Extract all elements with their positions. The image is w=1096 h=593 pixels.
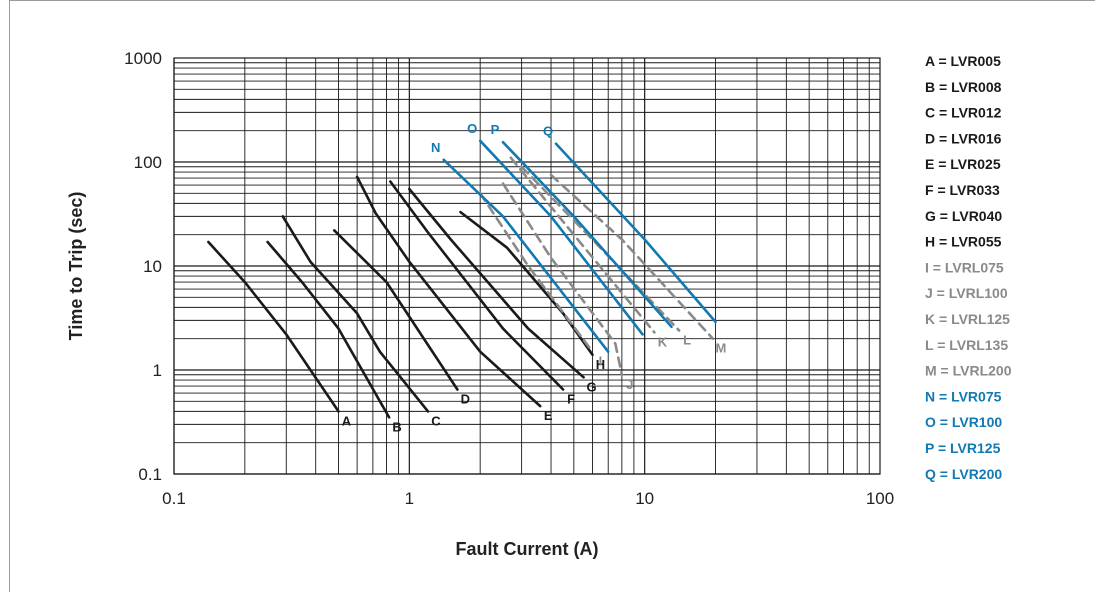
legend-entry: J = LVRL100 <box>925 285 1008 301</box>
y-tick-label: 10 <box>143 257 162 276</box>
trip-curve-i <box>478 192 594 353</box>
legend-entry: O = LVR100 <box>925 414 1002 430</box>
trip-curve-p <box>501 140 673 329</box>
trip-curve-m <box>549 173 715 340</box>
trip-curve-q <box>554 142 717 324</box>
curve-label-d: D <box>461 391 470 406</box>
legend-entry: B = LVR008 <box>925 79 1002 95</box>
curve-label-j: J <box>626 377 633 392</box>
y-tick-label: 100 <box>134 153 162 172</box>
trip-curve-o <box>478 139 644 336</box>
x-tick-label: 100 <box>866 489 894 508</box>
curve-label-g: G <box>587 379 597 394</box>
trip-curve-l <box>520 165 681 332</box>
trip-curve-j <box>501 182 624 377</box>
y-tick-label: 1 <box>153 361 162 380</box>
curve-label-f: F <box>567 391 575 406</box>
legend-entry: E = LVR025 <box>925 156 1001 172</box>
y-tick-labels: 0.1 1 10 100 1000 <box>124 49 162 484</box>
legend-entry: C = LVR012 <box>925 105 1002 121</box>
trip-curve-g <box>408 187 585 379</box>
x-axis-title: Fault Current (A) <box>456 539 599 559</box>
y-tick-label: 0.1 <box>138 465 162 484</box>
curve-label-b: B <box>392 419 401 434</box>
trip-curve-f <box>389 180 565 391</box>
y-tick-label: 1000 <box>124 49 162 68</box>
legend-entry: L = LVRL135 <box>925 337 1008 353</box>
x-tick-labels: 0.1 1 10 100 <box>162 489 894 508</box>
legend-entry: H = LVR055 <box>925 234 1002 250</box>
trip-curve-d <box>333 229 459 391</box>
trip-curves <box>207 139 717 419</box>
legend-entry: M = LVRL200 <box>925 363 1012 379</box>
legend-entry: D = LVR016 <box>925 130 1002 146</box>
curve-label-m: M <box>715 341 726 356</box>
chart-frame <box>9 0 1095 592</box>
curve-label-n: N <box>431 140 440 155</box>
trip-curve-c <box>281 215 430 413</box>
legend-entry: N = LVR075 <box>925 388 1002 404</box>
trip-curve-k <box>509 156 656 334</box>
trip-curve-a <box>207 240 340 413</box>
legend-entry: K = LVRL125 <box>925 311 1010 327</box>
x-tick-label: 0.1 <box>162 489 186 508</box>
curve-label-k: K <box>658 334 668 349</box>
curve-label-l: L <box>683 332 691 347</box>
x-tick-label: 1 <box>405 489 414 508</box>
x-tick-label: 10 <box>635 489 654 508</box>
legend-entry: F = LVR033 <box>925 182 1000 198</box>
legend-entry: I = LVRL075 <box>925 259 1004 275</box>
legend-entry: A = LVR005 <box>925 53 1001 69</box>
plot-area <box>173 57 881 475</box>
legend-entry: P = LVR125 <box>925 440 1001 456</box>
curve-label-e: E <box>544 408 553 423</box>
curve-label-a: A <box>342 413 352 428</box>
curve-label-i: I <box>599 354 603 369</box>
legend-entry: Q = LVR200 <box>925 466 1002 482</box>
legend: A = LVR005 B = LVR008 C = LVR012 D = LVR016… <box>925 53 1012 482</box>
curve-label-q: Q <box>543 124 553 139</box>
trip-curve-b <box>266 240 391 419</box>
curve-label-o: O <box>467 121 477 136</box>
y-axis-title: Time to Trip (sec) <box>66 192 86 341</box>
curve-label-h: H <box>596 357 605 372</box>
trip-curve-e <box>355 175 542 408</box>
curve-label-c: C <box>431 413 441 428</box>
legend-entry: G = LVR040 <box>925 208 1002 224</box>
curve-label-p: P <box>491 122 500 137</box>
trip-curve-n <box>442 158 610 353</box>
